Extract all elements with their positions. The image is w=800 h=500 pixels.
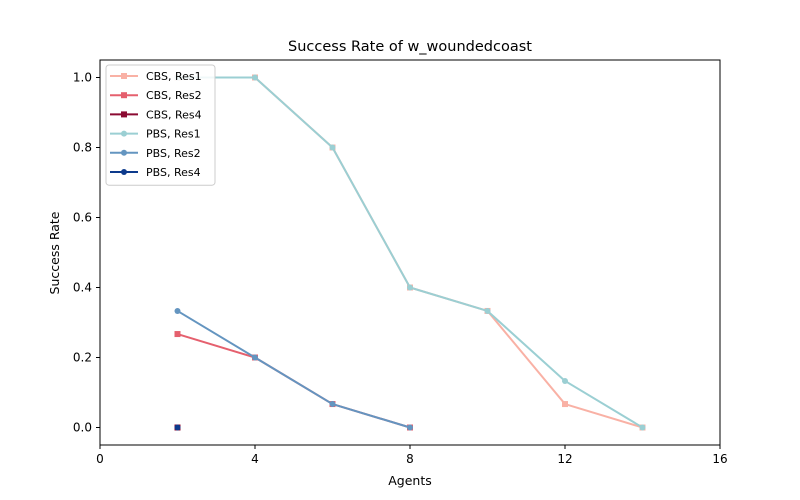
legend-marker — [121, 111, 127, 118]
legend-marker — [121, 149, 127, 156]
legend-marker — [121, 130, 127, 137]
y-tick-label: 0.4 — [73, 281, 92, 295]
data-point — [329, 401, 336, 408]
data-point — [174, 424, 181, 431]
legend: CBS, Res1 CBS, Res2 CBS, Res4 PBS, Res1 PBS,… — [105, 64, 216, 186]
y-tick-label: 0.2 — [73, 351, 92, 365]
legend-label: CBS, Res4 — [146, 108, 202, 121]
y-tick-label: 0.0 — [73, 421, 92, 435]
data-point — [174, 307, 181, 314]
data-point — [407, 284, 413, 291]
x-axis-label: Agents — [388, 473, 432, 488]
legend-marker — [121, 92, 127, 99]
data-point — [407, 424, 413, 431]
legend-marker — [121, 73, 127, 79]
legend-item: PBS, Res2 — [110, 147, 201, 160]
chart-title: Success Rate of w_woundedcoast — [288, 39, 532, 55]
legend-item: CBS, Res2 — [110, 89, 202, 102]
legend-item: CBS, Res4 — [110, 108, 202, 121]
series-4 — [174, 307, 413, 431]
x-tick-label: 16 — [712, 452, 727, 466]
legend-item: CBS, Res1 — [110, 70, 202, 83]
legend-label: PBS, Res4 — [146, 166, 201, 179]
legend-item: PBS, Res4 — [110, 166, 201, 179]
data-point — [639, 424, 646, 431]
series-line — [176, 310, 411, 429]
y-axis-label: Success Rate — [47, 211, 62, 294]
ticks-layer: 0 4 8 12 16 0.0 0.2 0.4 0.6 0.8 1.0 — [73, 71, 728, 467]
data-point — [562, 377, 568, 384]
legend-label: PBS, Res1 — [146, 128, 201, 141]
x-tick-label: 4 — [251, 452, 259, 466]
data-point — [174, 331, 181, 338]
data-point — [562, 401, 568, 408]
data-point — [329, 144, 336, 151]
x-tick-label: 8 — [406, 452, 414, 466]
data-point — [484, 307, 491, 314]
data-point — [252, 74, 258, 81]
y-tick-label: 0.6 — [73, 211, 92, 225]
x-tick-label: 12 — [557, 452, 572, 466]
legend-label: CBS, Res1 — [146, 70, 202, 83]
legend-label: CBS, Res2 — [146, 89, 202, 102]
legend-item: PBS, Res1 — [110, 128, 201, 141]
legend-marker — [121, 169, 127, 175]
y-tick-label: 0.8 — [73, 141, 92, 155]
series-5 — [174, 424, 181, 431]
x-tick-label: 0 — [96, 452, 104, 466]
legend-label: PBS, Res2 — [146, 147, 201, 160]
y-tick-label: 1.0 — [73, 71, 92, 85]
data-point — [252, 354, 258, 361]
